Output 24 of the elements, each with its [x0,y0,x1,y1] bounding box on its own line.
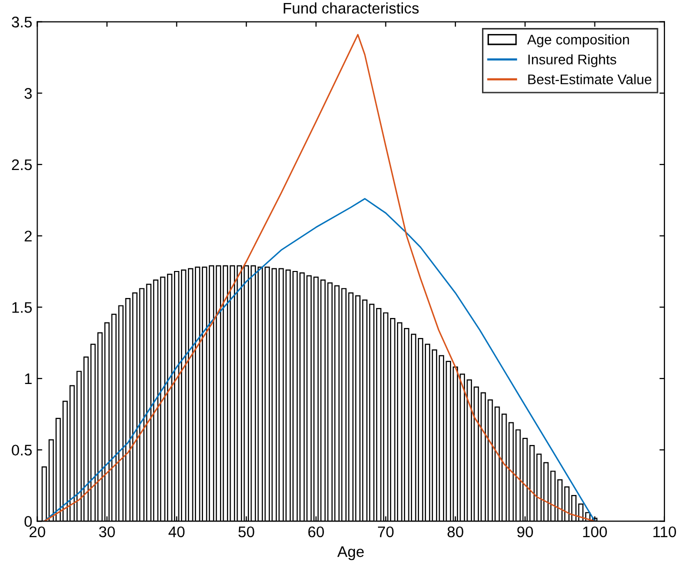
x-tick-label: 100 [583,526,607,538]
x-tick-label: 60 [308,526,324,538]
x-tick-label: 80 [448,526,464,538]
x-tick-label: 20 [30,526,46,538]
y-tick-label: 1.5 [12,302,32,313]
y-tick-label: 1 [25,374,32,384]
legend-label: Insured Rights [528,54,616,68]
y-tick-label: 3 [24,88,32,99]
line-series [44,198,596,522]
legend-label: Best-Estimate Value [528,74,652,84]
x-tick-label: 50 [238,526,254,538]
x-tick-label: 70 [378,526,394,538]
y-tick-label: 0 [24,516,32,527]
x-tick-label: 40 [168,526,185,538]
x-axis-title: Age [337,546,364,560]
x-tick-label: 110 [653,526,676,538]
y-tick-label: 2 [24,230,32,242]
y-tick-label: 2.5 [12,159,32,170]
y-tick-label: 3.5 [12,16,32,28]
legend-label: Age composition [527,34,629,48]
chart-title: Fund characteristics [284,2,419,14]
x-tick-label: 90 [517,526,533,538]
y-tick-label: 0.5 [12,444,32,456]
x-tick-label: 30 [99,526,115,538]
